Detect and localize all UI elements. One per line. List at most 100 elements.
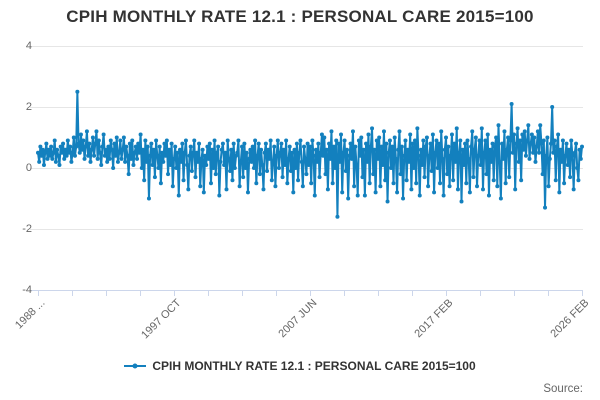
series-point-marker xyxy=(539,141,544,146)
series-point-marker xyxy=(377,135,382,140)
series-point-marker xyxy=(255,153,260,158)
series-point-marker xyxy=(217,193,222,198)
series-point-marker xyxy=(201,190,206,195)
series-point-marker xyxy=(279,141,284,146)
series-point-marker xyxy=(86,153,91,158)
series-point-marker xyxy=(135,156,140,161)
series-point-marker xyxy=(281,147,286,152)
series-point-marker xyxy=(173,144,178,149)
series-point-marker xyxy=(341,150,346,155)
series-point-marker xyxy=(143,138,148,143)
legend-item[interactable]: CPIH MONTHLY RATE 12.1 : PERSONAL CARE 2… xyxy=(0,359,600,373)
series-point-marker xyxy=(321,153,326,158)
series-point-marker xyxy=(205,144,210,149)
series-point-marker xyxy=(256,141,261,146)
series-point-marker xyxy=(479,126,484,131)
series-point-marker xyxy=(74,144,79,149)
series-point-marker xyxy=(353,144,358,149)
series-point-marker xyxy=(288,169,293,174)
series-point-marker xyxy=(371,172,376,177)
series-point-marker xyxy=(186,187,191,192)
series-point-marker xyxy=(489,159,494,164)
series-point-marker xyxy=(572,150,577,155)
series-point-marker xyxy=(564,141,569,146)
series-point-marker xyxy=(432,190,437,195)
series-point-marker xyxy=(107,156,112,161)
series-point-marker xyxy=(376,156,380,161)
series-point-marker xyxy=(389,166,394,170)
series-point-marker xyxy=(130,138,135,143)
series-point-marker xyxy=(565,162,570,167)
series-point-marker xyxy=(315,159,320,164)
series-point-marker xyxy=(249,159,254,164)
series-point-marker xyxy=(325,187,330,192)
series-point-marker xyxy=(204,162,209,167)
series-point-marker xyxy=(157,144,162,149)
series-point-marker xyxy=(46,147,51,152)
series-point-marker xyxy=(87,141,92,146)
series-point-marker xyxy=(433,150,438,155)
series-point-marker xyxy=(352,184,357,189)
series-point-marker xyxy=(203,153,208,158)
series-point-marker xyxy=(541,138,546,143)
series-point-marker xyxy=(231,141,236,146)
series-point-marker xyxy=(213,172,218,177)
series-point-marker xyxy=(166,172,171,177)
series-point-marker xyxy=(445,172,450,177)
series-point-marker xyxy=(142,178,147,183)
series-point-marker xyxy=(318,150,323,155)
series-point-marker xyxy=(294,141,299,146)
series-point-marker xyxy=(58,144,63,149)
legend-label: CPIH MONTHLY RATE 12.1 : PERSONAL CARE 2… xyxy=(152,359,476,373)
series-point-marker xyxy=(551,150,556,155)
series-point-marker xyxy=(461,162,466,167)
series-point-marker xyxy=(313,147,318,152)
series-point-marker xyxy=(451,178,456,183)
series-point-marker xyxy=(331,144,336,149)
series-point-marker xyxy=(385,199,390,204)
series-point-marker xyxy=(342,138,347,143)
series-point-marker xyxy=(570,153,575,158)
series-point-marker xyxy=(94,129,99,134)
series-point-marker xyxy=(398,172,403,177)
series-point-marker xyxy=(395,190,400,195)
series-point-marker xyxy=(415,126,420,131)
series-point-marker xyxy=(448,153,453,158)
series-point-marker xyxy=(360,175,365,180)
series-point-marker xyxy=(508,138,513,143)
series-point-marker xyxy=(199,156,204,161)
series-point-marker xyxy=(478,162,483,167)
series-point-marker xyxy=(287,144,292,149)
series-point-marker xyxy=(465,138,470,143)
series-point-marker xyxy=(333,166,338,170)
series-point-marker xyxy=(527,156,532,161)
series-point-marker xyxy=(230,178,235,183)
series-point-marker xyxy=(520,132,525,137)
series-point-marker xyxy=(441,193,446,198)
series-point-marker xyxy=(348,141,353,146)
series-point-marker xyxy=(82,156,87,161)
series-point-marker xyxy=(507,175,512,180)
series-point-marker xyxy=(477,138,482,143)
series-point-marker xyxy=(76,141,81,146)
series-point-marker xyxy=(546,184,551,189)
series-point-marker xyxy=(72,153,77,158)
series-point-marker xyxy=(390,144,395,149)
series-point-marker xyxy=(516,159,521,164)
series-point-marker xyxy=(399,144,404,149)
series-point-marker xyxy=(111,166,116,170)
series-point-marker xyxy=(90,135,95,140)
series-point-marker xyxy=(316,141,321,146)
series-point-marker xyxy=(137,150,142,155)
series-point-marker xyxy=(114,135,119,140)
series-point-marker xyxy=(99,162,104,167)
series-point-marker xyxy=(472,147,477,152)
series-point-marker xyxy=(312,193,317,198)
series-point-marker xyxy=(93,141,98,146)
series-point-marker xyxy=(407,159,412,164)
series-point-marker xyxy=(568,175,573,180)
series-point-marker xyxy=(460,147,465,152)
series-point-marker xyxy=(501,156,506,161)
series-point-marker xyxy=(435,166,440,170)
series-point-marker xyxy=(515,126,520,131)
